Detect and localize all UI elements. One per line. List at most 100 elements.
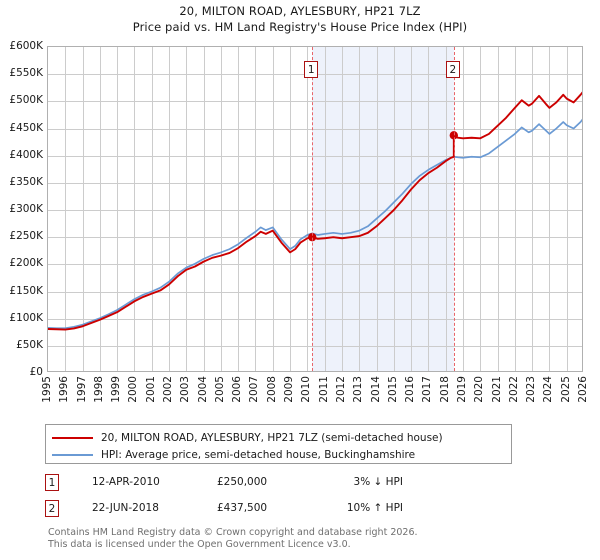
grid-line-vertical (220, 47, 222, 371)
y-axis-tick-label: £100K (9, 311, 43, 324)
page-title: 20, MILTON ROAD, AYLESBURY, HP21 7LZ Pri… (0, 3, 600, 35)
transaction-hpi-delta: 10% ↑ HPI (346, 502, 403, 514)
transaction-marker-box: 1 (304, 61, 319, 78)
y-axis-tick-label: £200K (9, 257, 43, 270)
legend-label-price-paid: 20, MILTON ROAD, AYLESBURY, HP21 7LZ (se… (101, 431, 443, 444)
series-line (48, 118, 582, 330)
grid-line-vertical (238, 47, 240, 371)
grid-line-horizontal (48, 101, 582, 103)
x-axis-tick-label: 2000 (127, 376, 140, 403)
grid-line-vertical (151, 47, 153, 371)
transaction-vline (453, 47, 455, 371)
grid-line-vertical (99, 47, 101, 371)
grid-line-vertical (203, 47, 205, 371)
grid-line-vertical (255, 47, 257, 371)
table-row: 1 12-APR-2010 £250,000 3% ↓ HPI (45, 472, 505, 498)
transaction-price: £437,500 (217, 502, 268, 514)
plot-area (47, 46, 583, 372)
legend-item-price-paid: 20, MILTON ROAD, AYLESBURY, HP21 7LZ (se… (52, 429, 505, 446)
x-axis-tick-label: 1999 (110, 376, 123, 403)
y-axis-tick-label: £0 (29, 366, 43, 378)
grid-line-vertical (428, 47, 430, 371)
x-axis-tick-label: 2009 (283, 376, 296, 403)
grid-line-horizontal (48, 128, 582, 130)
transaction-date: 12-APR-2010 (92, 476, 160, 488)
grid-line-vertical (324, 47, 326, 371)
x-axis-tick-label: 2008 (265, 376, 278, 403)
title-line-2: Price paid vs. HM Land Registry's House … (132, 20, 468, 34)
x-axis-tick-label: 2017 (421, 376, 434, 403)
x-axis-tick-label: 2024 (542, 376, 555, 403)
transaction-date: 22-JUN-2018 (92, 502, 159, 514)
legend-swatch-price-paid (52, 436, 93, 439)
y-axis-tick-label: £550K (9, 67, 43, 80)
transaction-marker-box: 2 (445, 61, 460, 78)
transaction-price: £250,000 (217, 476, 268, 488)
grid-line-vertical (290, 47, 292, 371)
grid-line-vertical (480, 47, 482, 371)
grid-line-horizontal (48, 210, 582, 211)
grid-line-vertical (411, 47, 413, 371)
legend-item-hpi: HPI: Average price, semi-detached house,… (52, 446, 505, 463)
x-axis-tick-label: 2001 (144, 376, 157, 403)
x-axis-tick-label: 2002 (162, 376, 175, 403)
y-axis-tick-label: £600K (9, 40, 43, 52)
x-axis-tick-label: 1996 (58, 376, 71, 403)
x-axis-tick-label: 2006 (231, 376, 244, 403)
ownership-period-band (312, 47, 454, 371)
x-axis-tick-label: 2016 (404, 376, 417, 403)
table-row: 2 22-JUN-2018 £437,500 10% ↑ HPI (45, 498, 505, 524)
grid-line-vertical (134, 47, 136, 371)
grid-line-vertical (186, 47, 188, 371)
grid-line-vertical (532, 47, 534, 371)
grid-line-vertical (445, 47, 447, 371)
x-axis-labels: 1995 1996 1997 1998 1999 2000 2001 2002 2003 2004… (0, 376, 600, 420)
x-axis-tick-label: 2023 (525, 376, 538, 403)
transaction-number-badge: 2 (45, 500, 59, 517)
grid-line-vertical (341, 47, 343, 371)
x-axis-tick-label: 2010 (300, 376, 313, 403)
grid-line-horizontal (48, 182, 582, 184)
footer-line-2: This data is licensed under the Open Gov… (48, 538, 351, 550)
x-axis-tick-label: 2003 (179, 376, 192, 403)
grid-line-vertical (272, 47, 274, 371)
grid-line-vertical (462, 47, 464, 371)
y-axis-tick-label: £450K (9, 121, 43, 134)
x-axis-tick-label: 1998 (92, 376, 105, 403)
x-axis-tick-label: 2018 (438, 376, 451, 403)
grid-line-vertical (376, 47, 378, 371)
x-axis-tick-label: 2013 (352, 376, 365, 403)
transaction-vline (312, 47, 314, 371)
legend-swatch-hpi (52, 453, 93, 456)
x-axis-tick-label: 2019 (455, 376, 468, 403)
transaction-number-badge: 1 (45, 474, 59, 491)
grid-line-horizontal (48, 345, 582, 347)
grid-line-vertical (566, 47, 568, 371)
grid-line-vertical (549, 47, 551, 371)
grid-line-horizontal (48, 155, 582, 157)
transactions-table: 1 12-APR-2010 £250,000 3% ↓ HPI 2 22-JUN… (45, 472, 505, 524)
transaction-hpi-delta: 3% ↓ HPI (353, 476, 403, 488)
grid-line-vertical (82, 47, 84, 371)
x-axis-tick-label: 2021 (490, 376, 503, 403)
x-axis-tick-label: 2015 (386, 376, 399, 403)
attribution-footer: Contains HM Land Registry data © Crown c… (48, 527, 588, 550)
x-axis-tick-label: 2020 (473, 376, 486, 403)
grid-line-vertical (169, 47, 171, 371)
grid-line-horizontal (48, 318, 582, 320)
chart-container: £0 £50K £100K £150K £200K £250K £300K £350K £400… (0, 41, 600, 420)
grid-line-vertical (307, 47, 309, 371)
y-axis-tick-label: £400K (9, 148, 43, 161)
grid-line-horizontal (48, 291, 582, 293)
y-axis-tick-label: £150K (9, 284, 43, 297)
grid-line-vertical (359, 47, 361, 371)
x-axis-tick-label: 2004 (196, 376, 209, 403)
y-axis-labels: £0 £50K £100K £150K £200K £250K £300K £350K £400… (0, 41, 600, 378)
grid-line-vertical (497, 47, 499, 371)
x-axis-tick-label: 2007 (248, 376, 261, 403)
chart-legend: 20, MILTON ROAD, AYLESBURY, HP21 7LZ (se… (45, 424, 512, 464)
footer-line-1: Contains HM Land Registry data © Crown c… (48, 527, 418, 538)
grid-line-horizontal (48, 264, 582, 266)
title-line-1: 20, MILTON ROAD, AYLESBURY, HP21 7LZ (179, 4, 421, 18)
x-axis-tick-label: 1995 (41, 376, 53, 403)
